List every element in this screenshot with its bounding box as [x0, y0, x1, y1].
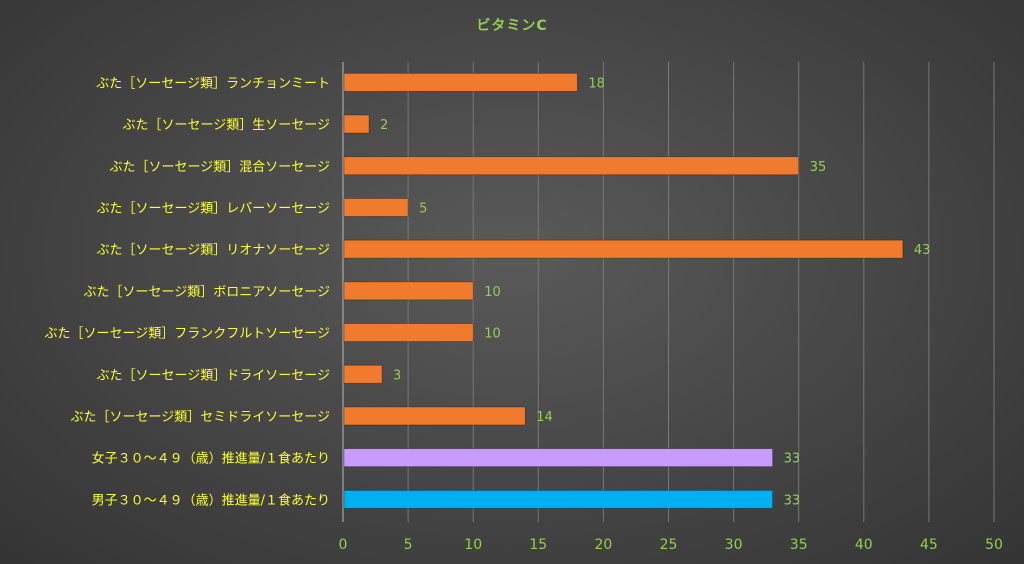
x-tick-label: 35: [790, 537, 808, 553]
bar: [343, 489, 774, 509]
data-label: 10: [484, 285, 501, 300]
category-label: ぶた［ソーセージ類］生ソーセージ: [123, 118, 330, 133]
bar: [343, 156, 800, 176]
x-tick-label: 45: [920, 537, 938, 553]
category-label: 男子３０～４９（歳）推進量/１食あたり: [92, 492, 330, 508]
chart-title: ビタミンC: [476, 18, 548, 34]
x-tick-label: 15: [529, 537, 547, 553]
data-label: 33: [784, 493, 801, 508]
category-label: ぶた［ソーセージ類］ボロニアソーセージ: [84, 285, 330, 300]
bar: [343, 114, 370, 134]
x-tick-label: 10: [464, 537, 482, 553]
x-tick-label: 40: [855, 537, 873, 553]
bar: [343, 406, 526, 426]
category-label: 女子３０～４９（歳）推進量/１食あたり: [92, 451, 330, 467]
bar: [343, 448, 774, 468]
bar: [343, 281, 474, 301]
x-tick-label: 5: [404, 537, 413, 553]
x-tick-label: 30: [725, 537, 743, 553]
bar: [343, 323, 474, 342]
data-label: 43: [914, 243, 931, 258]
x-tick-label: 25: [660, 537, 678, 553]
data-label: 3: [393, 368, 401, 383]
category-label: ぶた［ソーセージ類］フランクフルトソーセージ: [45, 327, 330, 342]
category-label: ぶた［ソーセージ類］ドライソーセージ: [97, 368, 330, 383]
data-label: 10: [484, 327, 501, 342]
data-label: 2: [380, 118, 388, 133]
x-tick-label: 50: [985, 537, 1003, 553]
bar: [343, 72, 578, 92]
data-label: 33: [784, 452, 801, 467]
data-label: 5: [419, 201, 427, 216]
data-label: 14: [536, 410, 553, 425]
data-label: 35: [810, 160, 827, 175]
bar: [343, 239, 904, 259]
bar: [343, 364, 383, 384]
category-label: ぶた［ソーセージ類］ランチョンミート: [96, 76, 330, 91]
bar: [343, 198, 409, 217]
category-label: ぶた［ソーセージ類］混合ソーセージ: [110, 160, 330, 175]
category-label: ぶた［ソーセージ類］レバーソーセージ: [97, 201, 330, 216]
data-label: 18: [588, 76, 605, 91]
x-tick-label: 0: [339, 537, 348, 553]
x-tick-label: 20: [594, 537, 612, 553]
category-label: ぶた［ソーセージ類］リオナソーセージ: [97, 243, 330, 258]
category-label: ぶた［ソーセージ類］セミドライソーセージ: [71, 410, 330, 425]
